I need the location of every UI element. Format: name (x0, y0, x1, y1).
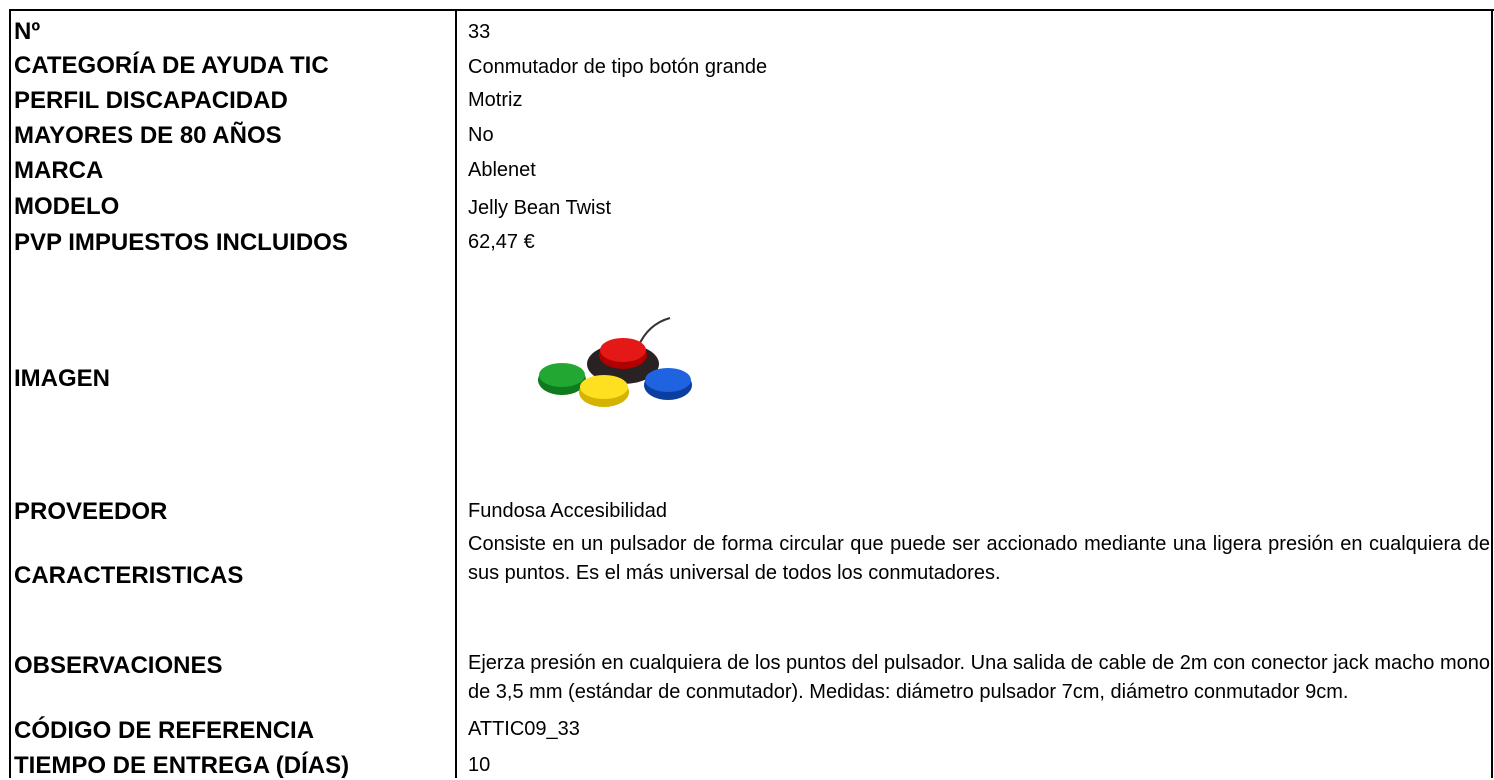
label: CARACTERISTICAS (14, 562, 244, 589)
label: OBSERVACIONES (14, 652, 223, 679)
value: Consiste en un pulsador de forma circula… (468, 533, 1490, 584)
label: Nº (14, 18, 41, 45)
border (455, 9, 457, 778)
label: PROVEEDOR (14, 498, 168, 525)
value: Jelly Bean Twist (468, 197, 612, 219)
value: ATTIC09_33 (468, 718, 580, 740)
value: 10 (468, 754, 491, 776)
value: No (468, 124, 494, 146)
label: PVP IMPUESTOS INCLUIDOS (14, 229, 348, 256)
border (1491, 9, 1493, 778)
value: Ablenet (468, 159, 536, 181)
label: TIEMPO DE ENTREGA (DÍAS) (14, 752, 350, 779)
label: IMAGEN (14, 365, 110, 392)
label: MAYORES DE 80 AÑOS (14, 122, 282, 149)
value: Conmutador de tipo botón grande (468, 56, 768, 78)
value: 33 (468, 21, 491, 43)
label: CÓDIGO DE REFERENCIA (14, 717, 315, 744)
border (10, 9, 1494, 11)
value: Ejerza presión en cualquiera de los punt… (468, 652, 1490, 703)
value: Fundosa Accesibilidad (468, 500, 668, 522)
label: MODELO (14, 193, 120, 220)
label: PERFIL DISCAPACIDAD (14, 87, 288, 114)
value: 62,47 € (468, 231, 535, 253)
label: MARCA (14, 157, 104, 184)
value: Motriz (468, 89, 523, 111)
label: CATEGORÍA DE AYUDA TIC (14, 52, 329, 79)
product-image (538, 317, 692, 407)
border (9, 9, 11, 778)
